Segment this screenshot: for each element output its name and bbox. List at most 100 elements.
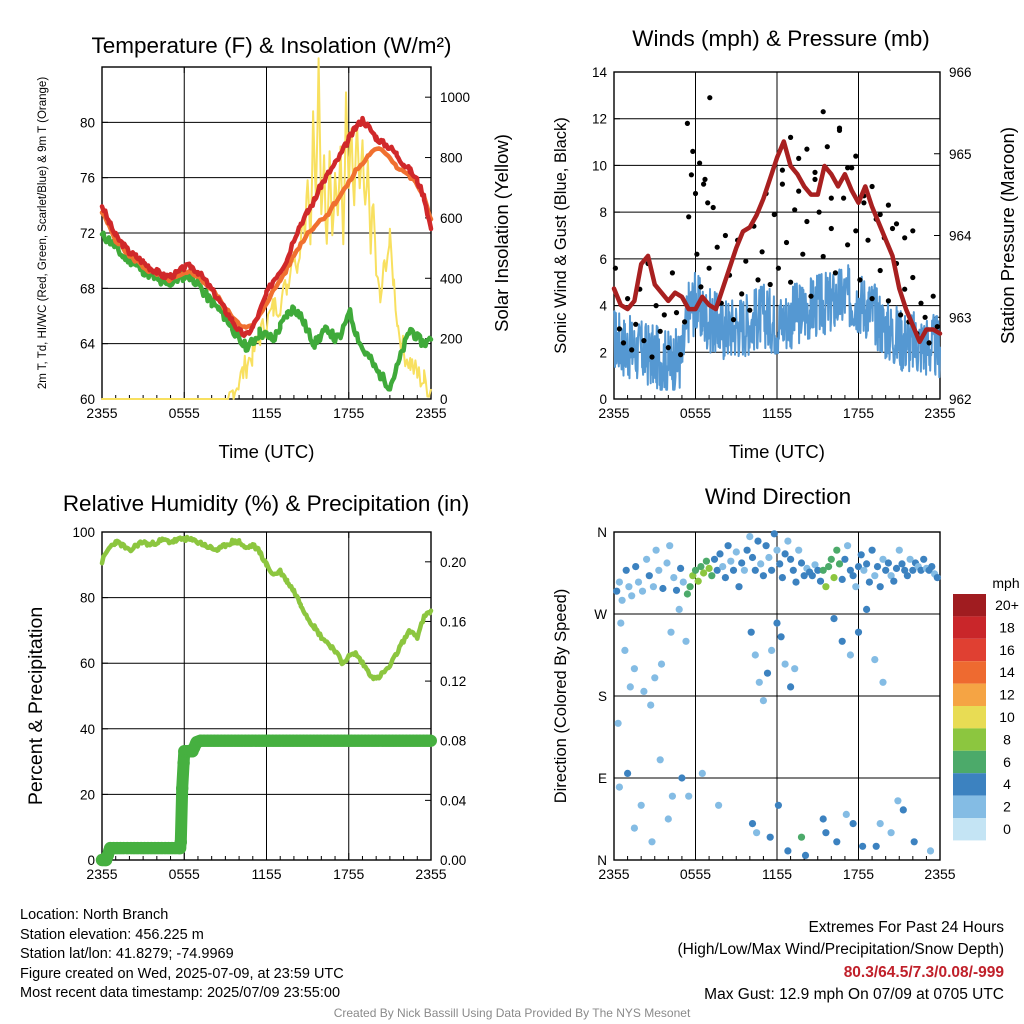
direction-point — [792, 578, 800, 586]
gust-point — [934, 324, 940, 330]
direction-point — [909, 566, 917, 574]
gust-point — [625, 296, 631, 302]
direction-point — [860, 566, 868, 574]
y-tick-label: 8 — [599, 205, 607, 220]
gust-point — [705, 200, 711, 206]
direction-point — [710, 555, 719, 563]
direction-point — [624, 769, 632, 778]
direction-point — [668, 792, 677, 800]
relative-humidity-line — [99, 534, 434, 682]
y-tick-label: 80 — [80, 591, 95, 606]
direction-point — [879, 555, 887, 563]
direction-point — [697, 563, 705, 571]
direction-point — [882, 566, 890, 574]
gust-point — [853, 153, 859, 159]
gust-point — [930, 293, 936, 299]
direction-point — [777, 633, 785, 641]
direction-point — [630, 824, 639, 832]
y-tick-label: 68 — [80, 281, 95, 296]
direction-point — [903, 572, 912, 580]
direction-point — [833, 838, 841, 846]
gust-point — [649, 354, 655, 360]
gust-point — [812, 176, 818, 182]
y-tick-label: 80 — [80, 115, 95, 130]
direction-point — [640, 687, 648, 696]
y2-tick-label: 0.16 — [440, 614, 466, 629]
gust-point — [701, 181, 707, 187]
direction-point — [768, 566, 776, 574]
station-pressure-line — [611, 139, 943, 345]
direction-point — [868, 546, 876, 554]
y2-tick-label: 0.00 — [440, 853, 466, 868]
y-tick-label: N — [597, 525, 607, 540]
direction-point — [628, 592, 636, 600]
direction-point — [705, 564, 713, 573]
direction-point — [700, 569, 708, 577]
gust-point — [775, 265, 782, 271]
gust-point — [804, 218, 810, 225]
direction-point — [787, 683, 795, 691]
direction-point — [808, 572, 816, 580]
direction-point — [694, 577, 702, 585]
direction-point — [657, 660, 666, 668]
y2-tick-label: 0.04 — [440, 793, 467, 808]
extremes-values: 80.3/64.5/7.3/0.08/-999 — [843, 963, 1004, 981]
precipitation-point — [176, 782, 189, 795]
legend-swatch — [953, 795, 986, 818]
direction-point — [781, 550, 789, 558]
direction-point — [774, 801, 783, 809]
gust-point — [641, 338, 647, 344]
gust-point — [669, 270, 676, 276]
direction-point — [920, 555, 928, 563]
x-tick-label: 1755 — [843, 866, 874, 882]
x-tick-label: 1155 — [762, 866, 792, 882]
y-tick-label: W — [594, 607, 607, 622]
max-gust: Max Gust: 12.9 mph On 07/09 at 0705 UTC — [704, 985, 1004, 1003]
direction-point — [827, 555, 835, 563]
gust-point — [692, 190, 699, 197]
direction-point — [638, 587, 647, 595]
precipitation-point — [174, 835, 187, 849]
y-tick-label: 72 — [80, 226, 95, 241]
gust-point — [702, 176, 708, 182]
direction-point — [797, 559, 806, 567]
direction-point — [634, 578, 643, 586]
gust-point — [620, 340, 627, 346]
gust-point — [697, 160, 703, 166]
y-tick-label: 12 — [592, 112, 607, 127]
direction-point — [630, 665, 639, 673]
direction-point — [702, 557, 711, 565]
y2-tick-label: 600 — [440, 211, 463, 226]
gust-point — [820, 253, 826, 260]
gust-point — [853, 228, 859, 234]
gust-point — [849, 165, 855, 171]
y2-tick-label: 965 — [949, 147, 972, 162]
y2-tick-label: 0 — [440, 392, 448, 407]
direction-point — [625, 583, 633, 591]
gust-point — [804, 146, 810, 152]
gust-point — [739, 291, 745, 297]
legend-title: mph — [992, 575, 1019, 591]
direction-point — [830, 574, 838, 582]
y2-tick-label: 962 — [949, 392, 972, 407]
y-tick-label: 76 — [80, 171, 95, 186]
direction-point — [849, 572, 857, 580]
direction-point — [890, 577, 898, 585]
direction-point — [844, 542, 852, 550]
legend-swatch — [953, 750, 986, 774]
temperature-2m-line — [99, 115, 434, 338]
gust-point — [722, 232, 729, 239]
direction-point — [841, 555, 849, 563]
gust-point — [845, 165, 851, 171]
direction-point — [910, 838, 918, 846]
direction-point — [768, 646, 776, 655]
gust-point — [629, 347, 635, 353]
legend-label: 10 — [999, 709, 1015, 725]
direction-point — [773, 546, 781, 554]
direction-point — [679, 578, 687, 586]
y-tick-label: 64 — [80, 337, 96, 352]
direction-point — [816, 577, 825, 585]
gust-point — [678, 352, 684, 358]
chart-title: Temperature (F) & Insolation (W/m²) — [91, 33, 451, 58]
direction-point — [759, 572, 768, 580]
